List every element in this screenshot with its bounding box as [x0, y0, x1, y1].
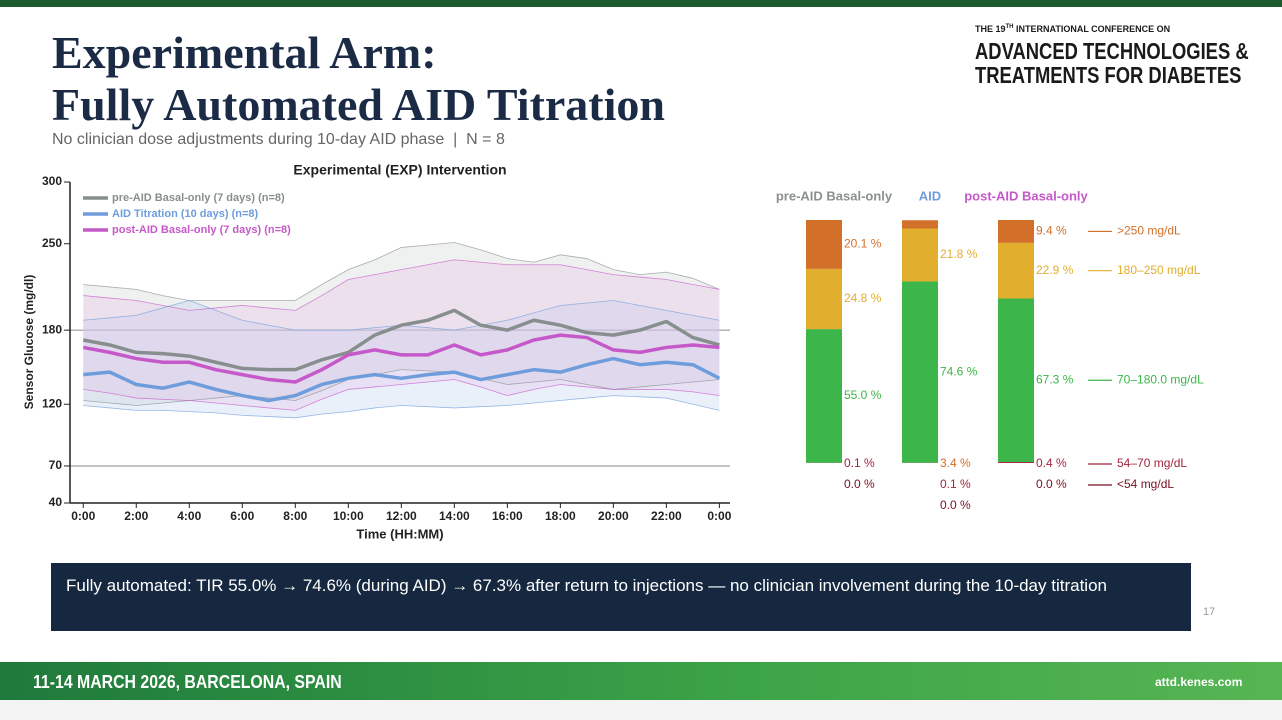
x-axis-label: Time (HH:MM): [356, 526, 443, 541]
y-tick-label: 40: [49, 495, 63, 509]
x-tick-label: 14:00: [439, 509, 470, 523]
bar-segment: [806, 329, 842, 463]
x-tick-label: 8:00: [283, 509, 307, 523]
x-tick-label: 0:00: [71, 509, 95, 523]
legend-label: 180–250 mg/dL: [1117, 263, 1201, 277]
bar-segment: [902, 281, 938, 463]
mean-line: [83, 356, 721, 403]
value-label: 22.9 %: [1036, 263, 1074, 277]
bar-segment: [902, 228, 938, 282]
band-edge: [83, 259, 720, 311]
x-tick-label: 18:00: [545, 509, 576, 523]
value-label: 21.8 %: [940, 247, 978, 261]
bar-segment: [902, 220, 938, 229]
charts: Experimental (EXP) Intervention Time (HH:…: [22, 162, 1204, 542]
footer-left: 11-14 MARCH 2026, BARCELONA, SPAIN: [33, 672, 342, 692]
legend-label: >250 mg/dL: [1117, 224, 1181, 238]
subtitle: No clinician dose adjustments during 10-…: [52, 131, 505, 148]
legend-label: 70–180.0 mg/dL: [1117, 372, 1204, 386]
category-label: post-AID Basal-only: [964, 188, 1088, 203]
x-tick-label: 22:00: [651, 509, 682, 523]
chart-title: Experimental (EXP) Intervention: [293, 162, 506, 178]
y-tick-label: 180: [42, 322, 62, 336]
x-tick-label: 16:00: [492, 509, 523, 523]
x-tick-label: 4:00: [177, 509, 201, 523]
logo-sup: TH: [1005, 24, 1014, 30]
value-label: 0.0 %: [1036, 477, 1067, 491]
logo-small: THE 19TH INTERNATIONAL CONFERENCE ON: [975, 24, 1170, 34]
legend-label: <54 mg/dL: [1117, 477, 1174, 491]
title-line: Experimental Arm:: [52, 27, 437, 78]
value-label: 24.8 %: [844, 291, 882, 305]
value-label: 55.0 %: [844, 388, 882, 402]
value-label: 9.4 %: [1036, 224, 1067, 238]
category-label: AID: [919, 188, 941, 203]
logo-text: INTERNATIONAL CONFERENCE ON: [1013, 24, 1171, 34]
title-line: Fully Automated AID Titration: [52, 79, 665, 130]
x-tick-label: 6:00: [230, 509, 254, 523]
x-tick-label: 2:00: [124, 509, 148, 523]
value-label: 3.4 %: [940, 456, 971, 470]
logo-line: ADVANCED TECHNOLOGIES &: [975, 38, 1249, 64]
x-tick-label: 0:00: [707, 509, 731, 523]
value-label: 0.4 %: [1036, 456, 1067, 470]
x-tick-label: 10:00: [333, 509, 364, 523]
value-label: 0.0 %: [844, 477, 875, 491]
legend-label: post-AID Basal-only (7 days) (n=8): [112, 224, 291, 236]
band-edge: [83, 395, 720, 419]
bar-segment: [998, 242, 1034, 299]
top-bar: [0, 0, 1282, 7]
x-tick-label: 20:00: [598, 509, 629, 523]
category-label: pre-AID Basal-only: [776, 188, 893, 203]
callout: Fully automated: TIR 55.0% → 74.6% (duri…: [51, 563, 1191, 631]
mean-line: [82, 333, 720, 384]
x-tick-label: 12:00: [386, 509, 417, 523]
band: [83, 300, 720, 418]
y-tick-label: 120: [42, 396, 62, 410]
footer-band: [0, 662, 1282, 700]
page-number: 17: [1203, 606, 1216, 618]
legend-label: pre-AID Basal-only (7 days) (n=8): [112, 192, 285, 204]
y-axis-label: Sensor Glucose (mg/dl): [22, 275, 36, 410]
bar-segment: [998, 462, 1034, 463]
bar-segment: [806, 268, 842, 330]
value-label: 67.3 %: [1036, 372, 1074, 386]
value-label: 74.6 %: [940, 364, 978, 378]
logo-text: THE 19: [975, 24, 1006, 34]
legend-label: 54–70 mg/dL: [1117, 456, 1187, 470]
value-label: 0.0 %: [940, 498, 971, 512]
value-label: 0.1 %: [940, 477, 971, 491]
bottom-strip: [0, 700, 1282, 720]
value-label: 0.1 %: [844, 456, 875, 470]
y-tick-label: 70: [49, 458, 63, 472]
logo-line: TREATMENTS FOR DIABETES: [975, 62, 1242, 88]
bar-segment: [998, 220, 1034, 243]
bar-segment: [806, 220, 842, 269]
bar-segment: [998, 298, 1034, 463]
band-edge: [83, 379, 720, 411]
y-tick-label: 250: [42, 236, 62, 250]
mean-line: [82, 308, 720, 372]
y-tick-label: 300: [42, 174, 62, 188]
legend-label: AID Titration (10 days) (n=8): [112, 208, 259, 220]
value-label: 20.1 %: [844, 237, 882, 251]
footer-right: attd.kenes.com: [1155, 675, 1243, 689]
